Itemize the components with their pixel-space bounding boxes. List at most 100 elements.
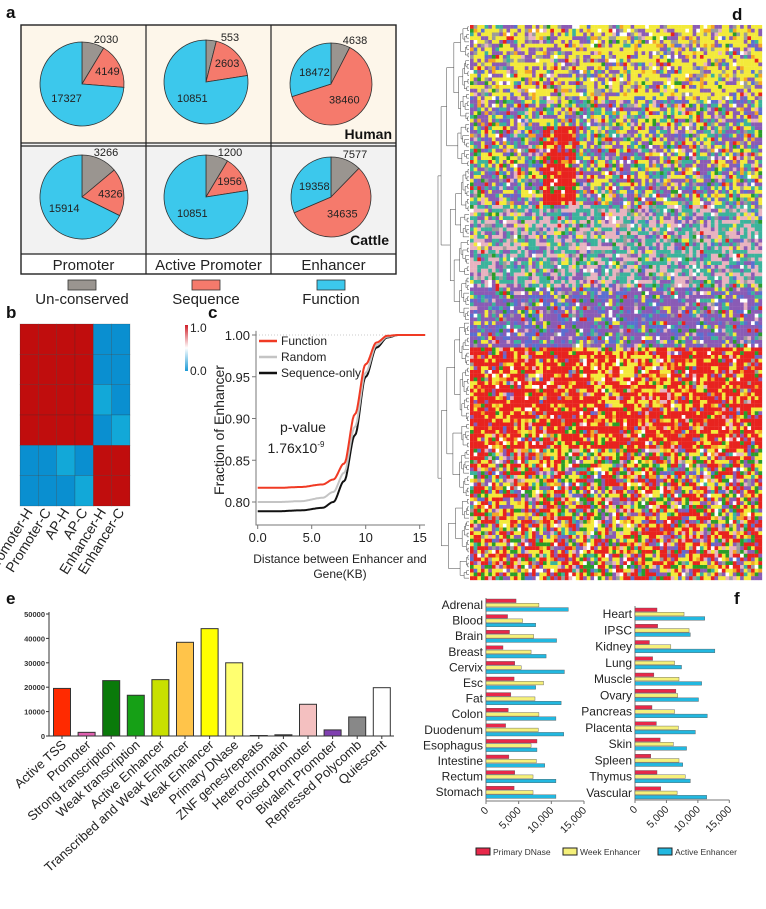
heatmap-cell bbox=[597, 107, 602, 112]
heatmap-cell bbox=[470, 178, 474, 183]
heatmap-cell bbox=[473, 47, 478, 52]
heatmap-cell bbox=[550, 126, 555, 131]
heatmap-cell bbox=[703, 85, 708, 89]
heatmap-cell bbox=[553, 28, 558, 33]
heatmap-cell bbox=[751, 47, 755, 52]
heatmap-cell bbox=[586, 235, 591, 239]
heatmap-cell bbox=[634, 77, 639, 82]
heatmap-cell bbox=[491, 51, 496, 56]
heatmap-cell bbox=[754, 40, 759, 44]
heatmap-cell bbox=[477, 115, 482, 119]
heatmap-cell bbox=[725, 32, 730, 37]
heatmap-cell bbox=[561, 47, 566, 52]
heatmap-cell bbox=[473, 28, 478, 33]
heatmap-cell bbox=[699, 70, 704, 74]
heatmap-cell bbox=[550, 66, 555, 71]
heatmap-cell bbox=[488, 175, 493, 179]
heatmap-cell bbox=[641, 167, 646, 172]
heatmap-cell bbox=[575, 88, 580, 93]
heatmap-cell bbox=[561, 62, 566, 67]
heatmap-cell bbox=[641, 77, 646, 82]
heatmap-cell bbox=[616, 250, 620, 254]
heatmap-cell bbox=[575, 77, 580, 82]
heatmap-cell bbox=[616, 92, 620, 97]
heatmap-cell bbox=[670, 141, 675, 146]
heatmap-cell bbox=[484, 163, 489, 168]
pie-value-label: 17327 bbox=[51, 93, 82, 105]
heatmap-cell bbox=[619, 186, 624, 191]
heatmap-cell bbox=[707, 70, 712, 74]
heatmap-cell bbox=[703, 55, 708, 59]
heatmap-cell bbox=[754, 133, 759, 138]
heatmap-cell bbox=[648, 171, 653, 176]
heatmap-cell bbox=[561, 58, 566, 63]
heatmap-cell bbox=[736, 126, 741, 131]
heatmap-cell bbox=[616, 175, 620, 179]
heatmap-cell bbox=[641, 201, 646, 206]
heatmap-cell bbox=[480, 246, 485, 251]
heatmap-cell bbox=[524, 103, 529, 108]
heatmap-cell bbox=[502, 137, 507, 142]
heatmap-cell bbox=[510, 133, 514, 138]
heatmap-cell bbox=[491, 43, 496, 48]
heatmap-cell bbox=[579, 223, 584, 228]
heatmap-cell bbox=[506, 118, 511, 123]
heatmap-cell bbox=[652, 47, 657, 52]
heatmap-cell bbox=[732, 246, 737, 251]
heatmap-cell bbox=[524, 88, 529, 93]
heatmap-cell bbox=[605, 32, 609, 37]
heatmap-cell bbox=[645, 182, 649, 187]
heatmap-cell bbox=[714, 28, 719, 33]
heatmap-cell bbox=[546, 25, 551, 29]
heatmap-cell bbox=[678, 163, 682, 168]
heatmap-cell bbox=[740, 242, 744, 247]
heatmap-cell bbox=[546, 205, 551, 209]
heatmap-cell bbox=[579, 70, 584, 74]
heatmap-cell bbox=[699, 193, 704, 198]
heatmap-cell bbox=[535, 100, 540, 104]
heatmap-cell bbox=[725, 73, 730, 78]
heatmap-cell bbox=[605, 235, 609, 239]
heatmap-cell bbox=[612, 96, 617, 101]
heatmap-cell bbox=[575, 25, 580, 29]
heatmap-cell bbox=[743, 186, 748, 191]
heatmap-cell bbox=[532, 70, 536, 74]
heatmap-cell bbox=[663, 235, 668, 239]
heatmap-cell bbox=[564, 85, 569, 89]
heatmap-cell bbox=[674, 130, 679, 134]
heatmap-cell bbox=[758, 156, 763, 161]
heatmap-cell bbox=[612, 186, 617, 191]
heatmap-cell bbox=[539, 182, 544, 187]
heatmap-cell bbox=[583, 178, 587, 183]
heatmap-cell bbox=[539, 205, 544, 209]
heatmap-cell bbox=[754, 137, 759, 142]
heatmap-cell bbox=[510, 96, 514, 101]
heatmap-cell bbox=[725, 212, 730, 217]
heatmap-cell bbox=[601, 85, 606, 89]
heatmap-cell bbox=[652, 32, 657, 37]
heatmap-cell bbox=[630, 250, 635, 254]
heatmap-cell bbox=[689, 186, 693, 191]
heatmap-cell bbox=[616, 190, 620, 194]
heatmap-cell bbox=[488, 66, 493, 71]
heatmap-cell bbox=[623, 167, 628, 172]
heatmap-cell bbox=[754, 111, 759, 116]
heatmap-cell bbox=[590, 156, 595, 161]
heatmap-cell bbox=[616, 85, 620, 89]
heatmap-cell bbox=[491, 115, 496, 119]
heatmap-cell bbox=[732, 47, 737, 52]
heatmap-cell bbox=[637, 111, 642, 116]
heatmap-cell bbox=[597, 51, 602, 56]
heatmap-cell bbox=[528, 118, 533, 123]
heatmap-cell bbox=[699, 66, 704, 71]
heatmap-cell bbox=[630, 36, 635, 41]
heatmap-cell bbox=[703, 175, 708, 179]
heatmap-cell bbox=[703, 88, 708, 93]
heatmap-cell bbox=[623, 137, 628, 142]
heatmap-cell bbox=[608, 100, 613, 104]
heatmap-cell bbox=[743, 43, 748, 48]
heatmap-cell bbox=[721, 178, 726, 183]
heatmap-cell bbox=[670, 28, 675, 33]
heatmap-cell bbox=[743, 212, 748, 217]
heatmap-cell bbox=[732, 77, 737, 82]
